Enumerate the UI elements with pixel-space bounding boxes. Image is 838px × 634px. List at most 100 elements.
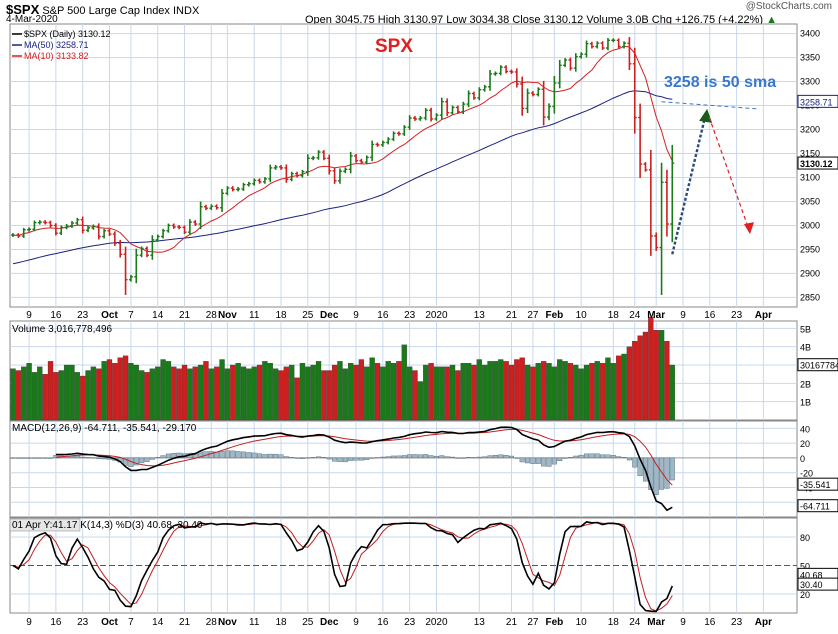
volume-bar [74, 372, 80, 421]
macd-histogram-bar [358, 457, 364, 461]
x-tick-label: 9 [680, 310, 686, 321]
x-tick-label: 28 [206, 617, 218, 628]
volume-bar [96, 368, 102, 421]
macd-histogram-bar [541, 457, 547, 467]
volume-bar [133, 364, 139, 421]
volume-bar [578, 368, 584, 421]
macd-histogram-bar [48, 457, 54, 459]
macd-legend: MACD(12,26,9) -64.711, -35.541, -29.170 [12, 423, 197, 434]
macd-histogram-bar [487, 455, 493, 459]
volume-bar [444, 366, 450, 421]
volume-bar [423, 364, 429, 421]
macd-tag-box [797, 499, 838, 513]
volume-bar [380, 366, 386, 421]
macd-histogram-bar [240, 451, 246, 459]
macd-histogram-bar [316, 456, 322, 459]
price-tick-label: 3150 [800, 149, 820, 159]
volume-bar [192, 366, 198, 421]
x-tick-label: 16 [704, 310, 716, 321]
volume-tick-label: 4B [800, 343, 811, 353]
x-tick-label: 9 [353, 310, 359, 321]
volume-bar [176, 368, 182, 421]
price-tick-label: 2850 [800, 292, 820, 302]
macd-histogram-bar [224, 450, 230, 459]
volume-bar [401, 344, 407, 421]
volume-bar [342, 368, 348, 421]
header-symbol: $SPX S&P 500 Large Cap Index INDX [6, 2, 199, 17]
x-tick-label: 24 [629, 617, 641, 628]
macd-histogram-bar [294, 457, 300, 459]
macd-histogram-bar [326, 457, 332, 460]
macd-histogram-bar [380, 456, 386, 459]
volume-bar [149, 368, 156, 421]
macd-histogram-bar [165, 453, 171, 459]
x-tick-label: Oct [101, 310, 118, 321]
macd-histogram-bar [455, 457, 461, 459]
macd-histogram-bar [273, 453, 279, 459]
x-tick-label: 2020 [425, 310, 448, 321]
macd-tick-label: -20 [800, 469, 813, 479]
macd-histogram-bar [626, 457, 632, 461]
volume-bar [498, 359, 504, 421]
x-tick-label: Mar [647, 617, 665, 628]
volume-bar [235, 363, 241, 421]
volume-legend: Volume 3,016,778,496 [12, 324, 113, 335]
macd-histogram-bar [428, 455, 434, 459]
x-tick-label: 21 [506, 617, 518, 628]
x-tick-label: 21 [179, 310, 191, 321]
macd-histogram-bar [198, 451, 204, 459]
x-tick-label: 27 [527, 617, 539, 628]
volume-bar [621, 353, 627, 421]
volume-bar [482, 364, 488, 421]
volume-bar [337, 361, 343, 421]
macd-histogram-bar [342, 457, 348, 463]
macd-histogram-bar [37, 457, 43, 459]
macd-line [55, 426, 673, 512]
macd-histogram-bar [391, 455, 397, 459]
volume-bar [573, 364, 579, 421]
macd-histogram-bar [26, 457, 32, 459]
volume-bar [203, 361, 209, 421]
macd-histogram-bar [412, 454, 418, 459]
volume-bar [187, 368, 193, 421]
macd-histogram-bar [653, 457, 659, 495]
volume-bar [599, 363, 606, 421]
volume-bar [616, 355, 622, 421]
x-tick-label: 23 [404, 310, 416, 321]
stoch-d-line [12, 521, 673, 612]
header-date: 4-Mar-2020 [6, 14, 58, 25]
projection-down-arrow [708, 116, 748, 225]
macd-histogram-bar [10, 457, 16, 459]
ohlc-values: Open 3045.75 High 3130.97 Low 3034.38 Cl… [305, 14, 764, 26]
volume-bar [315, 361, 322, 421]
volume-bar [262, 361, 268, 421]
volume-bar [117, 357, 123, 421]
volume-bar [385, 361, 391, 421]
x-tick-label: 25 [302, 310, 314, 321]
volume-tick-label: 5B [800, 324, 811, 334]
stoch-tick-label: 50 [800, 562, 810, 572]
volume-bar [21, 366, 27, 421]
volume-bar [594, 361, 600, 421]
volume-bar [583, 364, 590, 421]
macd-histogram-bar [578, 454, 584, 459]
macd-histogram-bar [535, 457, 541, 464]
x-tick-label: 10 [576, 310, 588, 321]
macd-histogram-bar [332, 457, 338, 462]
x-tick-label: Dec [320, 617, 339, 628]
x-tick-label: 16 [704, 617, 716, 628]
volume-bar [299, 363, 306, 421]
x-tick-label: 23 [404, 617, 416, 628]
volume-bar [90, 366, 97, 421]
macd-histogram-bar [525, 457, 531, 464]
volume-bar [37, 366, 43, 421]
x-tick-label: 13 [474, 617, 486, 628]
macd-histogram-bar [133, 457, 139, 466]
x-tick-label: Apr [755, 617, 772, 628]
macd-histogram-bar [15, 457, 21, 459]
volume-bar [251, 366, 257, 421]
annotation-50sma: 3258 is 50 sma [664, 74, 776, 91]
exchange-label: INDX [173, 5, 200, 17]
volume-bar [224, 368, 231, 421]
volume-bar [642, 331, 649, 421]
